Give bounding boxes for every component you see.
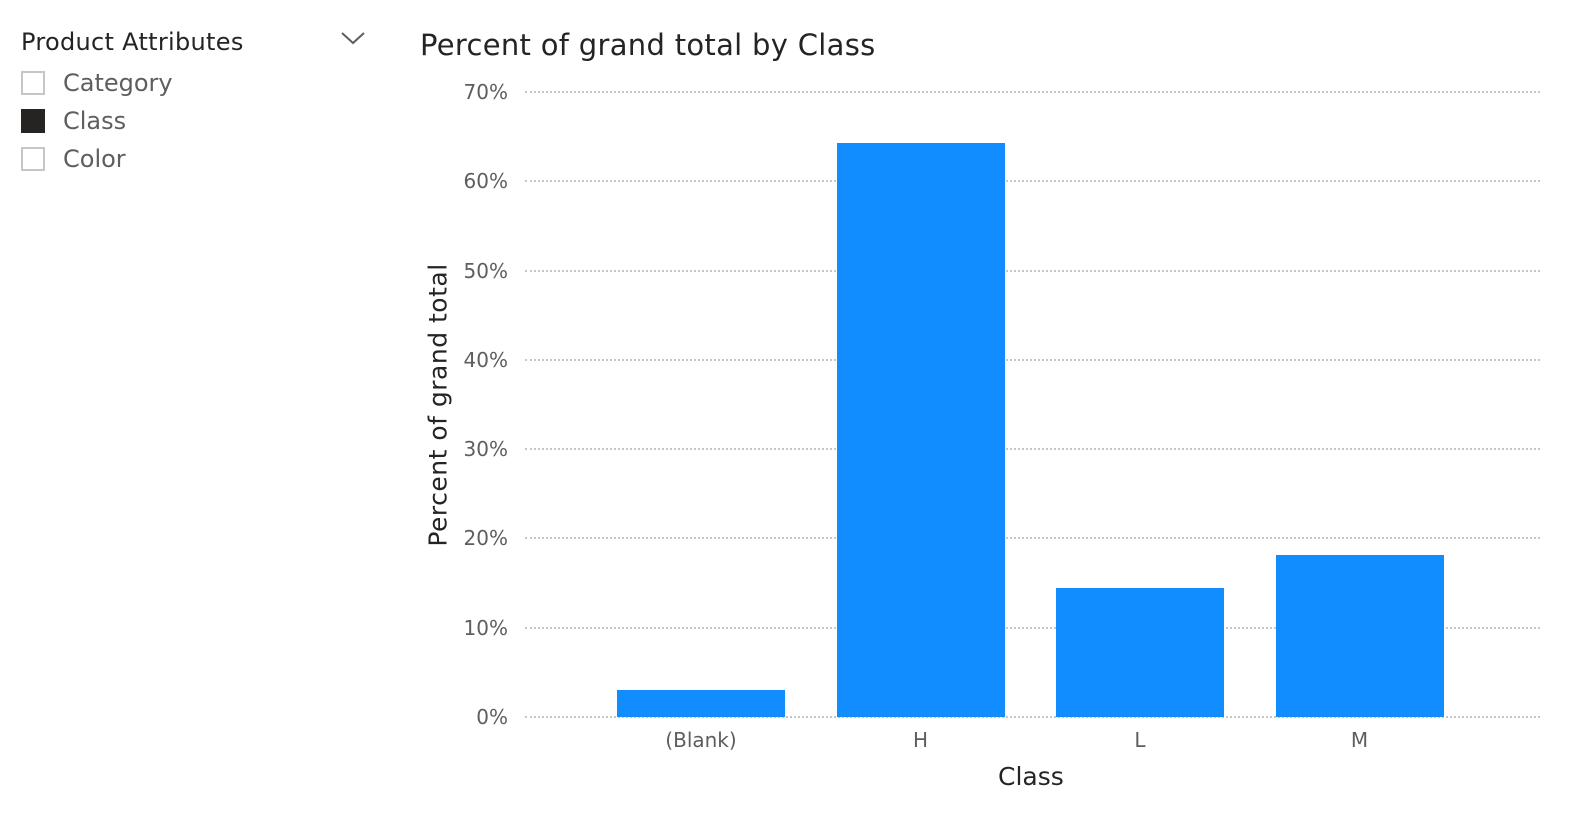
bar-m[interactable] xyxy=(1275,555,1444,717)
x-axis-title: Class xyxy=(998,762,1064,791)
bar-h[interactable] xyxy=(836,142,1005,717)
slicer-item-color[interactable]: Color xyxy=(21,144,126,174)
y-tick-label: 0% xyxy=(476,705,508,729)
slicer-item-label: Color xyxy=(63,145,126,173)
y-tick-label: 10% xyxy=(463,615,508,640)
x-tick-label: (Blank) xyxy=(665,728,737,752)
checkbox-color[interactable] xyxy=(21,147,45,171)
slicer-item-class[interactable]: Class xyxy=(21,106,126,136)
slicer-title: Product Attributes xyxy=(21,28,244,56)
chevron-down-icon[interactable] xyxy=(340,28,366,48)
gridline xyxy=(525,91,1540,93)
gridline xyxy=(525,448,1540,451)
y-axis-title: Percent of grand total xyxy=(423,263,453,547)
slicer-item-label: Class xyxy=(63,107,127,135)
chart-title: Percent of grand total by Class xyxy=(420,28,876,62)
gridline xyxy=(525,716,1540,718)
gridline xyxy=(525,180,1540,183)
slicer-item-category[interactable]: Category xyxy=(21,68,173,98)
gridline xyxy=(525,626,1540,629)
gridline xyxy=(525,358,1540,361)
y-tick-label: 60% xyxy=(463,169,508,194)
y-tick-label: 30% xyxy=(463,437,508,462)
slicer-item-label: Category xyxy=(63,69,173,97)
bar-l[interactable] xyxy=(1056,587,1224,717)
y-tick-label: 40% xyxy=(463,347,508,372)
checkbox-class[interactable] xyxy=(21,109,45,133)
product-attributes-slicer: Product Attributes Category Class Color xyxy=(0,0,380,200)
x-tick-label: H xyxy=(912,728,929,752)
bar-blank[interactable] xyxy=(617,690,785,717)
gridline xyxy=(525,537,1540,540)
checkbox-category[interactable] xyxy=(21,71,45,95)
y-tick-label: 20% xyxy=(463,526,508,551)
gridline xyxy=(525,269,1540,272)
y-tick-label: 70% xyxy=(463,80,508,104)
y-tick-label: 50% xyxy=(463,258,508,283)
x-tick-label: L xyxy=(1134,728,1146,752)
bar-chart: Percent of grand total by Class 0% 10% 20%… xyxy=(400,0,1586,820)
x-tick-label: M xyxy=(1350,728,1369,752)
